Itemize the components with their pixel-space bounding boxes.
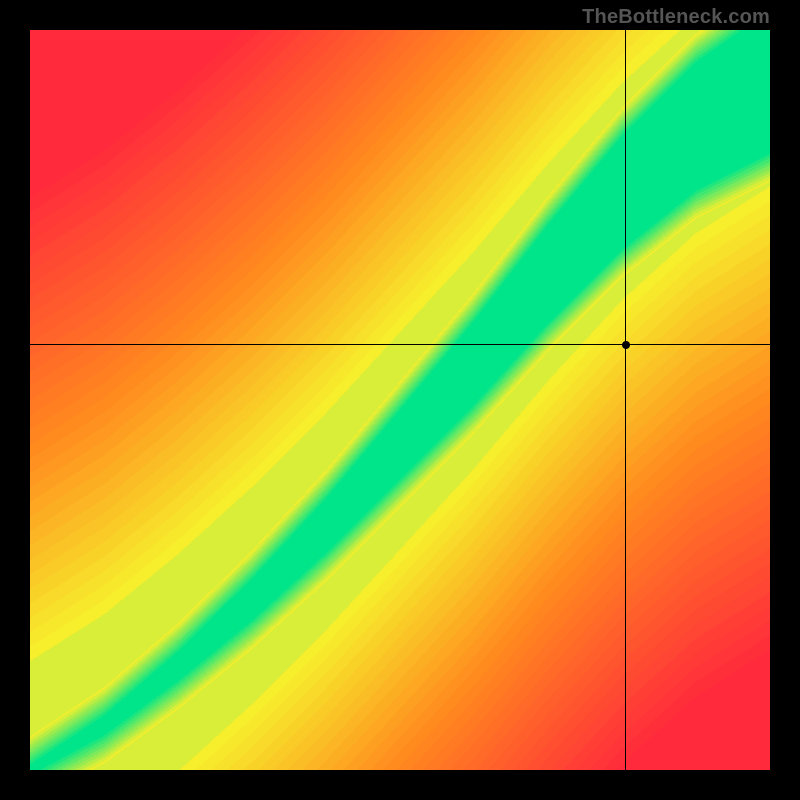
- crosshair-horizontal: [30, 344, 770, 345]
- crosshair-vertical: [625, 30, 626, 770]
- frame-bottom: [0, 770, 800, 800]
- crosshair-marker: [622, 341, 630, 349]
- frame-right: [770, 0, 800, 800]
- bottleneck-heatmap: [30, 30, 770, 770]
- watermark-text: TheBottleneck.com: [582, 6, 770, 29]
- frame-left: [0, 0, 30, 800]
